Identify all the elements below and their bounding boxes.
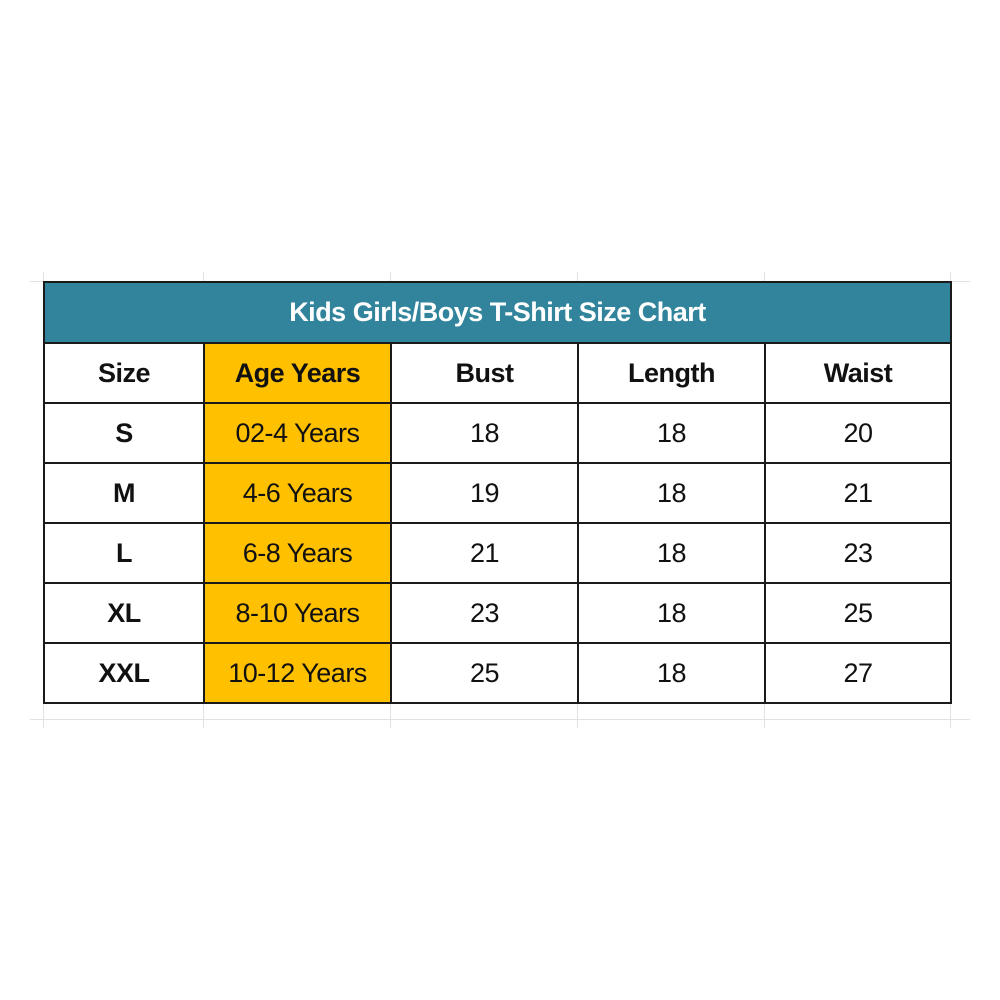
cell-length: 18 <box>577 462 766 524</box>
header-row: Size Age Years Bust Length Waist <box>43 342 952 404</box>
cell-length: 18 <box>577 522 766 584</box>
table-row: XL 8-10 Years 23 18 25 <box>43 582 952 644</box>
cell-bust: 25 <box>390 642 579 704</box>
column-header-bust: Bust <box>390 342 579 404</box>
cell-waist: 25 <box>764 582 952 644</box>
table-row: M 4-6 Years 19 18 21 <box>43 462 952 524</box>
cell-age: 8-10 Years <box>203 582 392 644</box>
cell-length: 18 <box>577 642 766 704</box>
table-title: Kids Girls/Boys T-Shirt Size Chart <box>43 281 952 344</box>
column-header-waist: Waist <box>764 342 952 404</box>
table-row: XXL 10-12 Years 25 18 27 <box>43 642 952 704</box>
cell-age: 02-4 Years <box>203 402 392 464</box>
cell-bust: 18 <box>390 402 579 464</box>
cell-size: XXL <box>43 642 205 704</box>
cell-length: 18 <box>577 582 766 644</box>
cell-waist: 23 <box>764 522 952 584</box>
cell-size: XL <box>43 582 205 644</box>
column-header-size: Size <box>43 342 205 404</box>
table-row: L 6-8 Years 21 18 23 <box>43 522 952 584</box>
column-header-age: Age Years <box>203 342 392 404</box>
cell-age: 10-12 Years <box>203 642 392 704</box>
cell-waist: 27 <box>764 642 952 704</box>
cell-waist: 21 <box>764 462 952 524</box>
table-row: S 02-4 Years 18 18 20 <box>43 402 952 464</box>
cell-age: 4-6 Years <box>203 462 392 524</box>
cell-size: M <box>43 462 205 524</box>
cell-bust: 21 <box>390 522 579 584</box>
cell-waist: 20 <box>764 402 952 464</box>
cell-bust: 23 <box>390 582 579 644</box>
column-header-length: Length <box>577 342 766 404</box>
sheet-gridline <box>30 719 970 720</box>
cell-bust: 19 <box>390 462 579 524</box>
cell-size: S <box>43 402 205 464</box>
cell-length: 18 <box>577 402 766 464</box>
size-chart-table: Kids Girls/Boys T-Shirt Size Chart Size … <box>43 281 952 704</box>
cell-size: L <box>43 522 205 584</box>
cell-age: 6-8 Years <box>203 522 392 584</box>
